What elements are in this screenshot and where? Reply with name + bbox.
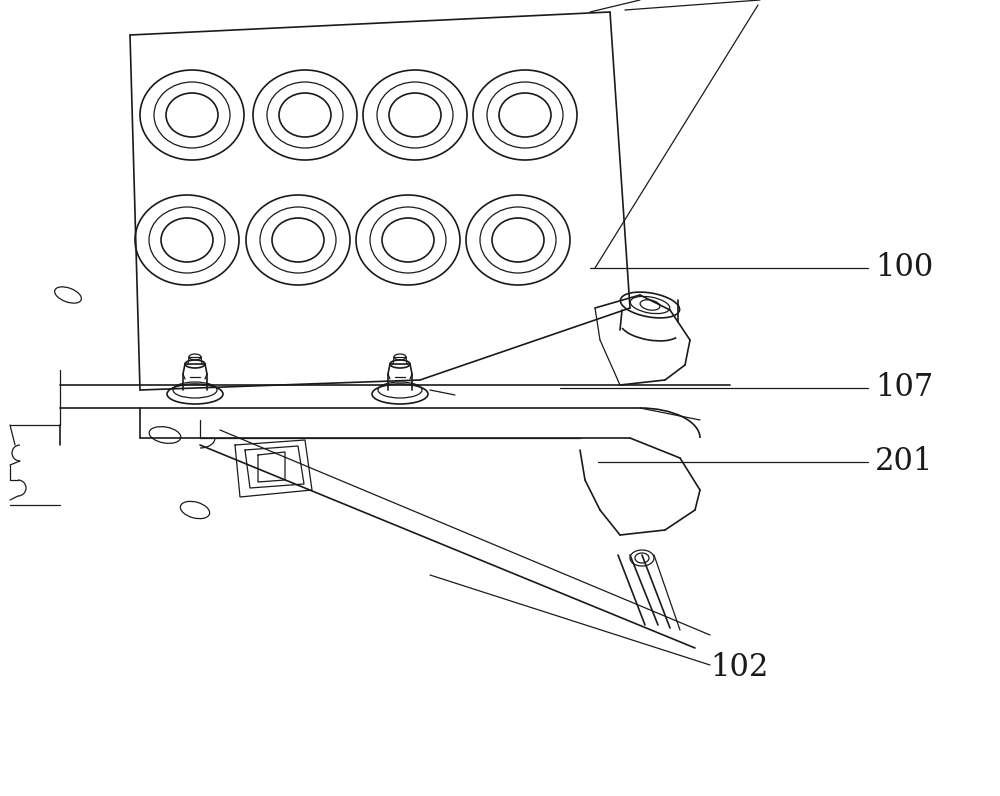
Text: 201: 201 xyxy=(875,447,933,478)
Text: 107: 107 xyxy=(875,373,933,404)
Text: 100: 100 xyxy=(875,252,933,283)
Text: 102: 102 xyxy=(710,653,768,684)
